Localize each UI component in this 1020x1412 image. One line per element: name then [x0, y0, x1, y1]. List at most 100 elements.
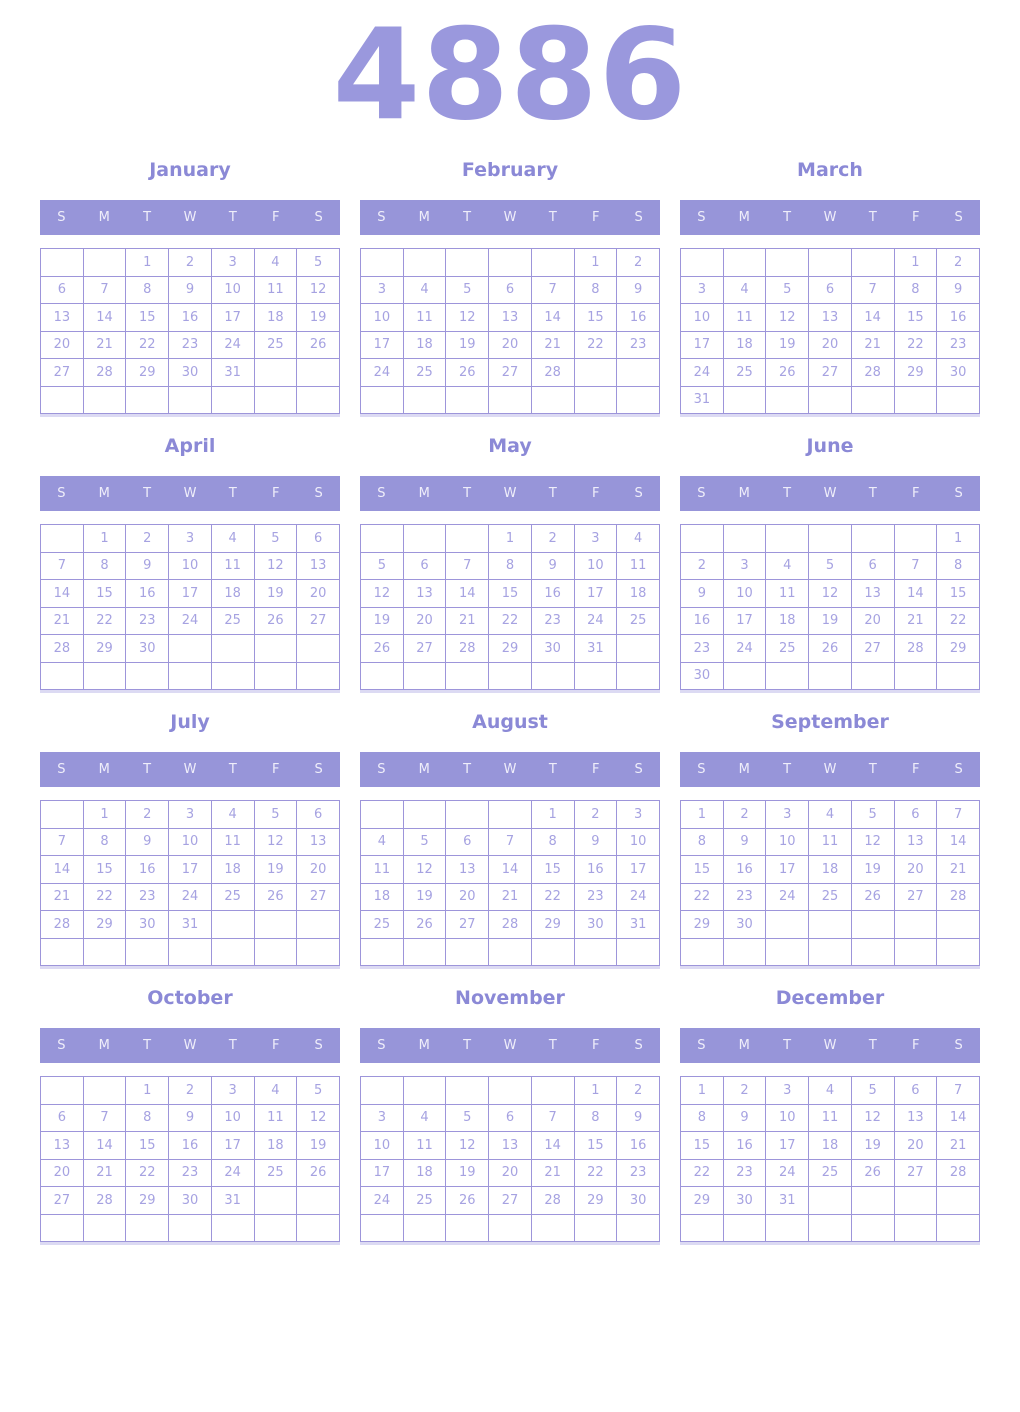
- day-cell: 15: [82, 855, 127, 884]
- empty-day-cell: [125, 661, 170, 691]
- empty-day-cell: [936, 937, 980, 967]
- empty-day-cell: [893, 1213, 938, 1243]
- day-cell: 26: [445, 358, 490, 387]
- day-cell: 31: [168, 910, 212, 939]
- day-cell: 1: [893, 248, 938, 277]
- day-cell: 13: [488, 303, 532, 332]
- week-row: 26 27 28 29 30 31: [360, 634, 660, 663]
- day-cell: 2: [168, 248, 212, 277]
- weekday-letter: S: [954, 762, 963, 778]
- day-cell: 28: [82, 358, 127, 387]
- empty-day-cell: [936, 910, 980, 939]
- week-row: 25 26 27 28 29 30 31: [360, 910, 660, 939]
- day-cell: 14: [40, 579, 84, 608]
- weekday-letter: M: [418, 762, 430, 778]
- day-cell: 25: [210, 882, 255, 912]
- day-cell: 4: [210, 800, 255, 829]
- week-row: 12 13 14 15 16 17 18: [360, 579, 660, 608]
- day-cell: 12: [402, 855, 447, 884]
- empty-day-cell: [893, 1186, 938, 1215]
- day-cell: 10: [360, 303, 404, 332]
- day-cell: 2: [616, 248, 660, 277]
- weekday-letter: T: [463, 762, 472, 778]
- day-cell: 13: [808, 303, 852, 332]
- day-cell: 10: [765, 1103, 810, 1133]
- empty-day-cell: [82, 661, 127, 691]
- day-cell: 30: [168, 1186, 212, 1215]
- day-cell: 8: [125, 1103, 170, 1133]
- day-cell: 16: [168, 303, 212, 332]
- week-row: [360, 1213, 660, 1243]
- day-cell: 10: [765, 827, 810, 857]
- day-grid: 1 2 3 4 5 6 7 8 9 10 11 12 13 14 15 16 17 18 19 20 21 22 23 24 2…: [40, 800, 340, 967]
- day-cell: 10: [722, 579, 767, 608]
- day-cell: 16: [680, 606, 724, 636]
- day-cell: 17: [765, 1131, 810, 1160]
- empty-day-cell: [488, 1076, 532, 1105]
- empty-day-cell: [893, 910, 938, 939]
- day-cell: 26: [402, 910, 447, 939]
- empty-day-cell: [210, 910, 255, 939]
- day-cell: 14: [530, 1131, 575, 1160]
- day-cell: 28: [488, 910, 532, 939]
- week-row: 13 14 15 16 17 18 19: [40, 1131, 340, 1160]
- weekday-letter: F: [911, 1038, 920, 1054]
- empty-day-cell: [253, 661, 298, 691]
- day-cell: 18: [402, 1158, 447, 1188]
- day-cell: 22: [125, 330, 170, 360]
- day-cell: 27: [893, 882, 938, 912]
- day-cell: 26: [296, 1158, 340, 1188]
- weekday-letter: M: [418, 210, 430, 226]
- day-cell: 5: [253, 524, 298, 553]
- empty-day-cell: [82, 937, 127, 967]
- day-cell: 24: [722, 634, 767, 663]
- day-cell: 11: [616, 551, 660, 581]
- day-cell: 14: [936, 1103, 980, 1133]
- day-cell: 3: [210, 248, 255, 277]
- weekday-letter: S: [57, 762, 66, 778]
- day-cell: 22: [82, 882, 127, 912]
- day-cell: 23: [616, 1158, 660, 1188]
- day-cell: 21: [82, 1158, 127, 1188]
- day-cell: 1: [530, 800, 575, 829]
- weekday-letter: S: [634, 486, 643, 502]
- weekday-letter: F: [591, 1038, 600, 1054]
- day-cell: 14: [445, 579, 490, 608]
- empty-day-cell: [722, 248, 767, 277]
- empty-day-cell: [616, 661, 660, 691]
- week-row: 7 8 9 10 11 12 13: [40, 551, 340, 581]
- empty-day-cell: [680, 524, 724, 553]
- weekday-letter: T: [783, 486, 792, 502]
- empty-day-cell: [210, 385, 255, 415]
- day-cell: 1: [680, 1076, 724, 1105]
- day-cell: 6: [488, 1103, 532, 1133]
- weekday-letter: M: [738, 486, 750, 502]
- week-row: 16 17 18 19 20 21 22: [680, 606, 980, 636]
- empty-day-cell: [296, 661, 340, 691]
- day-cell: 10: [168, 827, 212, 857]
- week-row: 17 18 19 20 21 22 23: [680, 330, 980, 360]
- day-cell: 12: [253, 551, 298, 581]
- empty-day-cell: [488, 385, 532, 415]
- weekday-letter: T: [228, 762, 237, 778]
- weekday-letter: T: [463, 1038, 472, 1054]
- empty-day-cell: [680, 248, 724, 277]
- day-cell: 29: [680, 910, 724, 939]
- day-cell: 15: [573, 1131, 618, 1160]
- week-row: [40, 937, 340, 967]
- day-cell: 14: [530, 303, 575, 332]
- empty-day-cell: [296, 358, 340, 387]
- day-cell: 7: [530, 275, 575, 305]
- day-cell: 24: [765, 1158, 810, 1188]
- empty-day-cell: [616, 937, 660, 967]
- day-cell: 6: [488, 275, 532, 305]
- day-cell: 27: [40, 358, 84, 387]
- day-cell: 8: [125, 275, 170, 305]
- weekday-letter: S: [697, 762, 706, 778]
- day-grid: 1 2 3 4 5 6 7 8 9 10 11 12 13 14 15 16 17 18 19 20 21 22 23 24 2…: [40, 1076, 340, 1243]
- empty-day-cell: [253, 634, 298, 663]
- week-row: 7 8 9 10 11 12 13: [40, 827, 340, 857]
